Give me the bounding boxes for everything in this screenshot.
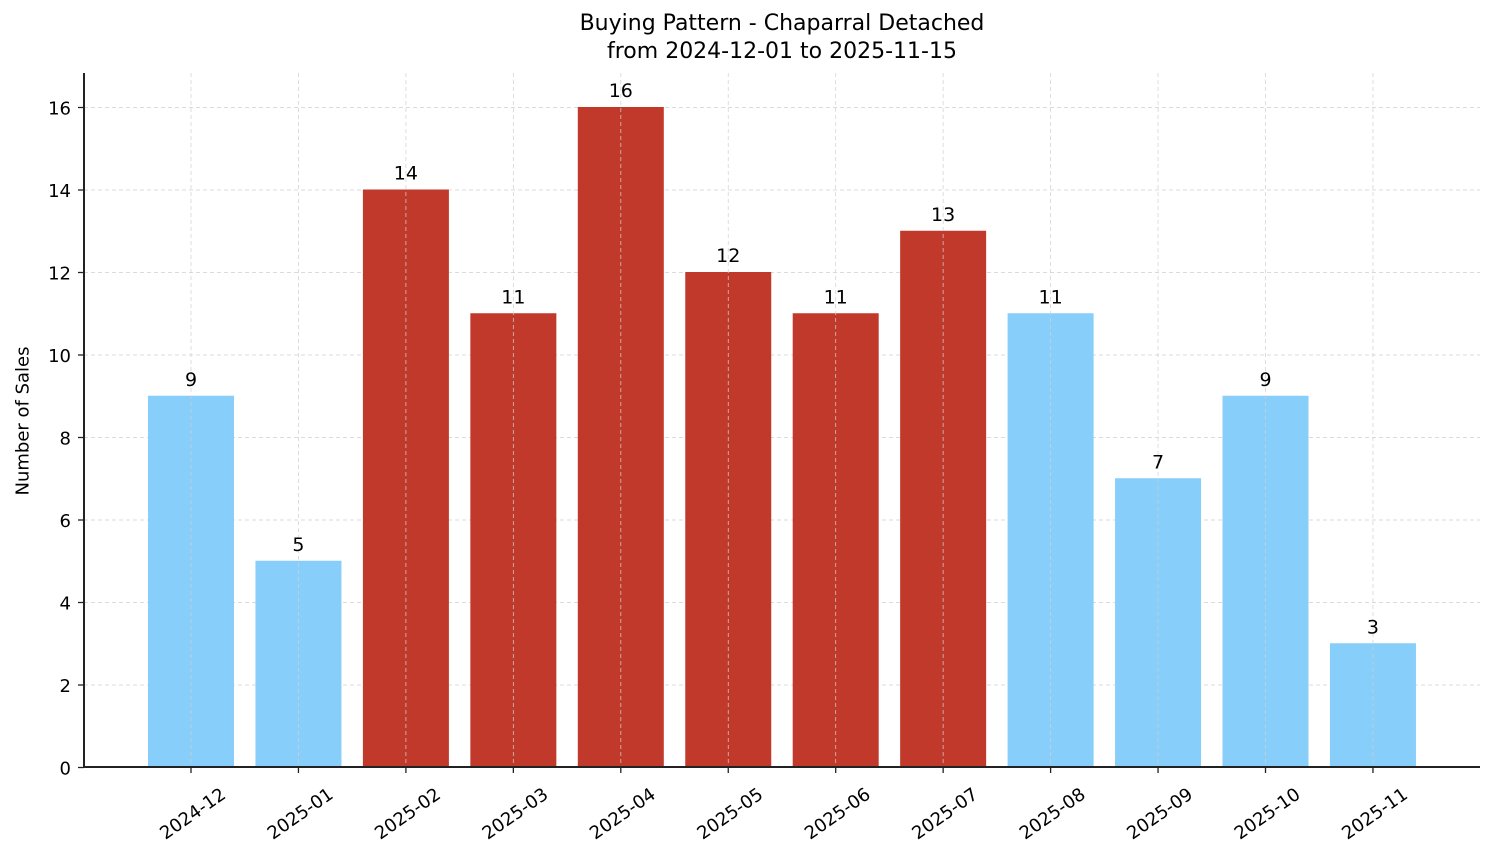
- x-tick-label: 2025-02: [371, 784, 445, 844]
- x-tick-label: 2025-07: [908, 784, 982, 844]
- y-tick-label: 14: [48, 181, 71, 202]
- chart-title: Buying Pattern - Chaparral Detached: [579, 11, 985, 36]
- data-label: 11: [824, 286, 848, 308]
- data-label: 7: [1152, 451, 1164, 473]
- y-tick-label: 0: [60, 759, 71, 780]
- y-tick-label: 6: [60, 511, 71, 532]
- x-tick-label: 2024-12: [156, 784, 230, 844]
- chart-subtitle: from 2024-12-01 to 2025-11-15: [607, 39, 957, 64]
- data-label: 9: [185, 369, 197, 391]
- y-tick-label: 4: [60, 594, 71, 615]
- y-tick-label: 10: [48, 346, 71, 367]
- y-axis-ticks: 0 2 4 6 8 10 12 14 16: [48, 99, 84, 780]
- x-tick-label: 2025-04: [586, 784, 660, 844]
- data-labels: 9 5 14 11 16 12 11 13 11 7 9 3: [185, 80, 1379, 638]
- x-tick-label: 2025-09: [1123, 784, 1197, 844]
- axes: [83, 73, 1480, 768]
- data-label: 16: [609, 80, 633, 102]
- x-tick-label: 2025-08: [1016, 784, 1090, 844]
- data-label: 5: [292, 534, 304, 556]
- data-label: 13: [931, 204, 955, 226]
- x-tick-label: 2025-11: [1338, 784, 1412, 844]
- y-tick-label: 12: [48, 264, 71, 285]
- bars: [148, 107, 1416, 767]
- x-tick-label: 2025-05: [693, 784, 767, 844]
- x-axis-ticks: 2024-12 2025-01 2025-02 2025-03 2025-04 2025-…: [156, 767, 1412, 844]
- data-label: 14: [394, 163, 418, 185]
- data-label: 3: [1367, 616, 1379, 638]
- data-label: 11: [1039, 286, 1063, 308]
- x-tick-label: 2025-06: [801, 784, 875, 844]
- x-tick-label: 2025-01: [264, 784, 338, 844]
- y-tick-label: 2: [60, 676, 71, 697]
- vertical-gridlines: [190, 73, 1374, 767]
- x-tick-label: 2025-03: [479, 784, 553, 844]
- y-tick-label: 8: [60, 429, 71, 450]
- data-label: 11: [501, 286, 525, 308]
- data-label: 9: [1259, 369, 1271, 391]
- y-tick-label: 16: [48, 99, 71, 120]
- data-label: 12: [716, 245, 740, 267]
- x-tick-label: 2025-10: [1231, 784, 1305, 844]
